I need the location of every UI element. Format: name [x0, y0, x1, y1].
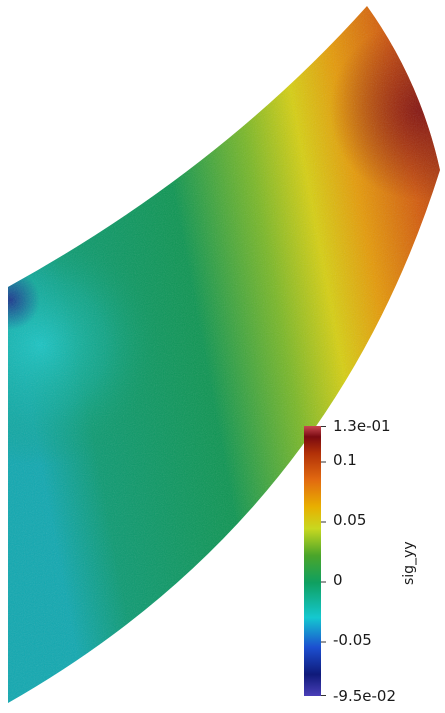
colorbar-tick-label: -0.05: [333, 631, 372, 649]
colorbar-tick-label: 1.3e-01: [333, 417, 391, 435]
colorbar-gradient: [304, 426, 321, 696]
colorbar-tick-label: 0.05: [333, 511, 367, 529]
colorbar-title: sig_yy: [401, 541, 417, 585]
colorbar-tick-label: 0.1: [333, 451, 357, 469]
colorbar-tick-label: 0: [333, 571, 343, 589]
colorbar-ticks: [321, 426, 326, 696]
colorbar-tick-label: -9.5e-02: [333, 687, 396, 705]
